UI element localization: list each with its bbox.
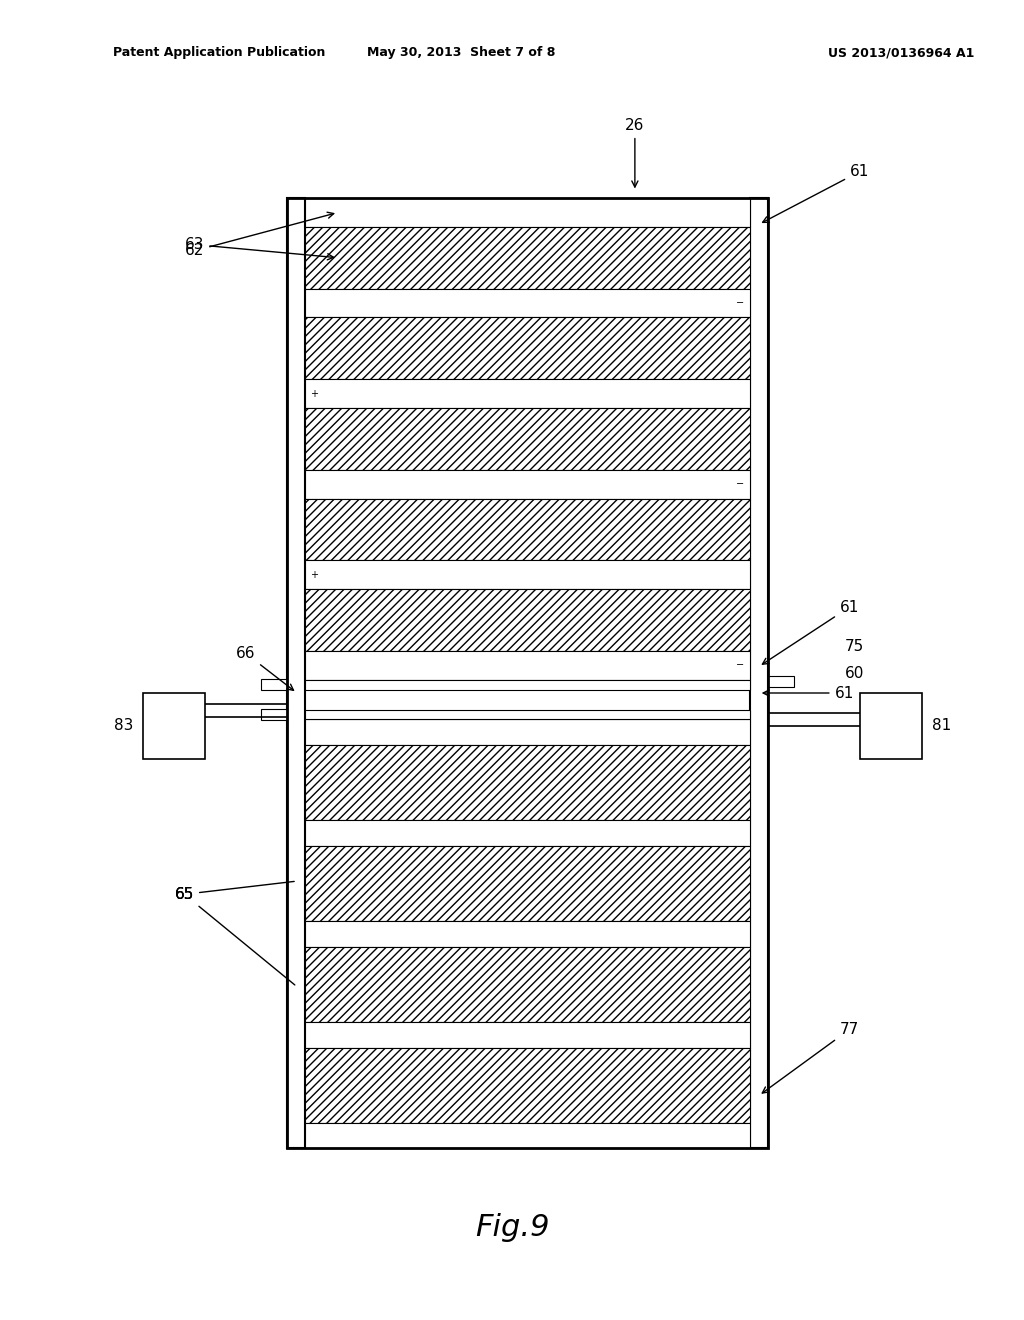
Text: −: −	[736, 479, 744, 490]
Bar	[287, 198, 305, 1148]
Text: 66: 66	[236, 645, 294, 690]
Bar	[305, 946, 750, 1022]
Text: 75: 75	[845, 639, 864, 655]
Text: 60: 60	[845, 665, 864, 681]
Text: +: +	[310, 388, 318, 399]
Bar	[305, 318, 750, 379]
Text: +: +	[310, 570, 318, 579]
Text: 61: 61	[763, 164, 869, 222]
Text: May 30, 2013  Sheet 7 of 8: May 30, 2013 Sheet 7 of 8	[367, 46, 555, 59]
Text: 77: 77	[762, 1022, 859, 1093]
Bar	[261, 680, 287, 690]
Text: −: −	[736, 298, 744, 308]
Bar	[305, 1122, 750, 1148]
Text: 65: 65	[175, 887, 194, 902]
Bar	[305, 499, 750, 560]
Bar	[305, 744, 750, 820]
Text: 26: 26	[626, 117, 644, 187]
Text: 61: 61	[763, 599, 859, 664]
Text: US 2013/0136964 A1: US 2013/0136964 A1	[828, 46, 974, 59]
Text: 62: 62	[185, 213, 334, 259]
Bar	[750, 198, 768, 1148]
Text: 65: 65	[175, 887, 295, 985]
Bar	[305, 710, 750, 719]
Text: 61: 61	[763, 685, 854, 701]
Bar	[768, 676, 794, 686]
Bar	[305, 289, 750, 318]
Text: −: −	[736, 660, 744, 671]
Bar	[143, 693, 205, 759]
Bar	[305, 470, 750, 499]
Bar	[305, 408, 750, 470]
Text: 65: 65	[175, 882, 294, 902]
Bar	[305, 560, 750, 589]
Bar	[305, 1022, 750, 1048]
Bar	[305, 680, 750, 689]
Bar	[305, 379, 750, 408]
Bar	[305, 1048, 750, 1122]
Text: 63: 63	[184, 238, 334, 260]
Bar	[305, 719, 750, 744]
Text: 83: 83	[114, 718, 133, 734]
Text: 81: 81	[932, 718, 951, 734]
Bar	[305, 198, 750, 227]
Bar	[305, 820, 750, 846]
Text: Fig.9: Fig.9	[475, 1213, 549, 1242]
Bar	[305, 846, 750, 921]
Bar	[305, 589, 750, 651]
Bar	[305, 227, 750, 289]
Bar	[305, 921, 750, 946]
Bar	[261, 709, 287, 719]
Text: Patent Application Publication: Patent Application Publication	[113, 46, 325, 59]
Bar	[305, 651, 750, 680]
Bar	[287, 198, 768, 1148]
Bar	[860, 693, 922, 759]
